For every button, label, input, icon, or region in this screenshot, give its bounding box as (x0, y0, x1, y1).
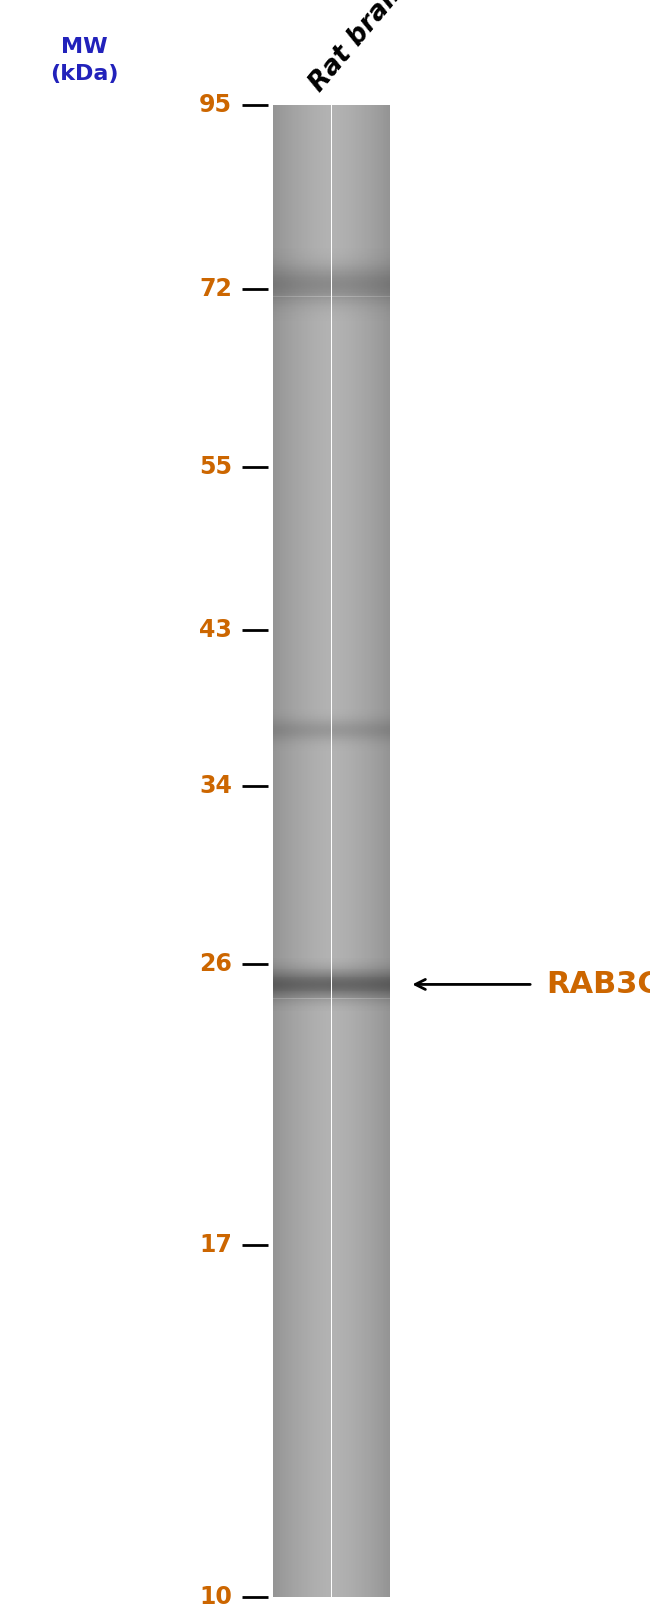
Bar (276, 105, 278, 1597)
Bar (350, 105, 352, 1597)
Bar (365, 105, 367, 1597)
Bar (332, 105, 333, 1597)
Bar (368, 105, 369, 1597)
Bar (346, 105, 348, 1597)
Bar (342, 105, 343, 1597)
Bar (280, 105, 281, 1597)
Bar (381, 105, 383, 1597)
Bar (328, 105, 330, 1597)
Bar (309, 105, 311, 1597)
Text: 95: 95 (199, 94, 232, 117)
Text: 17: 17 (199, 1234, 232, 1258)
Bar (344, 105, 346, 1597)
Bar (287, 105, 289, 1597)
Bar (313, 105, 314, 1597)
Bar (349, 105, 350, 1597)
Bar (362, 105, 364, 1597)
Bar (330, 105, 332, 1597)
Bar (273, 105, 274, 1597)
Bar (374, 105, 376, 1597)
Bar (378, 105, 380, 1597)
Text: Rat brain: Rat brain (305, 0, 413, 97)
Text: RAB3C: RAB3C (546, 969, 650, 999)
Bar (294, 105, 295, 1597)
Bar (341, 105, 342, 1597)
Text: 72: 72 (199, 277, 232, 302)
Bar (384, 105, 385, 1597)
Bar (337, 105, 339, 1597)
Bar (302, 105, 304, 1597)
Bar (380, 105, 381, 1597)
Bar (298, 105, 299, 1597)
Bar (376, 105, 377, 1597)
Bar (304, 105, 305, 1597)
Bar (308, 105, 309, 1597)
Bar (315, 105, 317, 1597)
Bar (354, 105, 355, 1597)
Bar (343, 105, 344, 1597)
Text: 43: 43 (199, 619, 232, 642)
Bar (383, 105, 384, 1597)
Bar (336, 105, 337, 1597)
Text: (kDa): (kDa) (50, 65, 119, 84)
Bar (318, 105, 320, 1597)
Bar (278, 105, 279, 1597)
Bar (385, 105, 387, 1597)
Bar (333, 105, 334, 1597)
Bar (301, 105, 302, 1597)
Bar (323, 105, 324, 1597)
Text: 55: 55 (199, 456, 232, 480)
Bar (371, 105, 372, 1597)
Bar (291, 105, 292, 1597)
Bar (283, 105, 285, 1597)
Bar (285, 105, 286, 1597)
Bar (321, 105, 322, 1597)
Bar (367, 105, 368, 1597)
Bar (372, 105, 374, 1597)
Text: 10: 10 (199, 1585, 232, 1608)
Bar (355, 105, 356, 1597)
Bar (320, 105, 321, 1597)
Bar (387, 105, 389, 1597)
Bar (299, 105, 301, 1597)
Bar (324, 105, 326, 1597)
Text: 34: 34 (199, 773, 232, 798)
Text: 26: 26 (199, 952, 232, 976)
Bar (339, 105, 341, 1597)
Bar (389, 105, 390, 1597)
Bar (356, 105, 358, 1597)
Bar (364, 105, 365, 1597)
Bar (317, 105, 318, 1597)
Bar (307, 105, 308, 1597)
Bar (292, 105, 293, 1597)
Bar (311, 105, 313, 1597)
Bar (286, 105, 287, 1597)
Bar (305, 105, 307, 1597)
Bar (359, 105, 361, 1597)
Bar (352, 105, 354, 1597)
Bar (327, 105, 328, 1597)
Bar (358, 105, 359, 1597)
Text: MW: MW (61, 37, 108, 57)
Bar (326, 105, 327, 1597)
Bar (377, 105, 378, 1597)
Bar (348, 105, 349, 1597)
Bar (369, 105, 371, 1597)
Bar (295, 105, 296, 1597)
Bar (296, 105, 298, 1597)
Bar (279, 105, 280, 1597)
Bar (314, 105, 315, 1597)
Bar (289, 105, 291, 1597)
Bar (281, 105, 283, 1597)
Bar (361, 105, 362, 1597)
Bar (334, 105, 336, 1597)
Bar (274, 105, 276, 1597)
